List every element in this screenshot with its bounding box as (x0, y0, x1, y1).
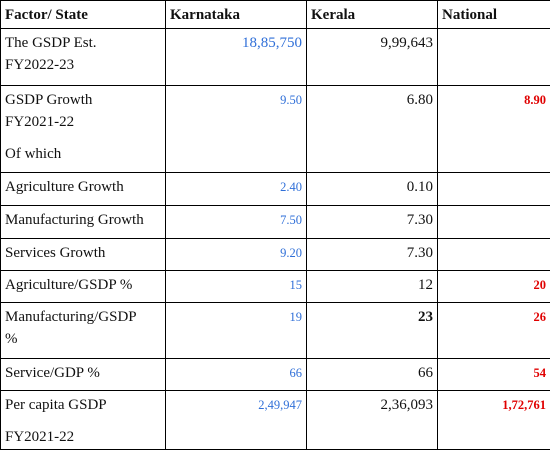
national-cell: 1,72,761 (438, 391, 550, 450)
karnataka-cell: 66 (166, 359, 307, 391)
factor-cell: Manufacturing/GSDP% (1, 303, 166, 359)
factor-text: Agriculture/GSDP % (5, 274, 161, 296)
kerala-cell: 9,99,643 (307, 29, 438, 86)
karnataka-cell: 9.20 (166, 239, 307, 271)
factor-text: Services Growth (5, 242, 161, 264)
karnataka-cell: 2,49,947 (166, 391, 307, 450)
kerala-cell: 66 (307, 359, 438, 391)
factor-text: Manufacturing Growth (5, 209, 161, 231)
factor-text: FY2021-22 (5, 111, 161, 133)
national-cell: 20 (438, 271, 550, 303)
kerala-cell: 7.30 (307, 206, 438, 239)
header-cell: Factor/ State (1, 1, 166, 29)
empty-cell (438, 239, 550, 271)
karnataka-cell: 7.50 (166, 206, 307, 239)
factor-text: Manufacturing/GSDP (5, 306, 161, 328)
factor-text: Service/GDP % (5, 362, 161, 384)
factor-cell: Per capita GSDP FY2021-22 (1, 391, 166, 450)
factor-cell: Services Growth (1, 239, 166, 271)
factor-text: Per capita GSDP (5, 394, 161, 416)
factor-text: GSDP Growth (5, 89, 161, 111)
header-cell: Karnataka (166, 1, 307, 29)
kerala-cell: 2,36,093 (307, 391, 438, 450)
karnataka-cell: 9.50 (166, 86, 307, 173)
empty-cell (438, 173, 550, 206)
kerala-cell: 7.30 (307, 239, 438, 271)
national-cell: 26 (438, 303, 550, 359)
factor-cell: Manufacturing Growth (1, 206, 166, 239)
empty-cell (438, 206, 550, 239)
factor-text: The GSDP Est. (5, 32, 161, 54)
empty-cell (438, 29, 550, 86)
kerala-cell: 23 (307, 303, 438, 359)
national-cell: 54 (438, 359, 550, 391)
header-cell: Kerala (307, 1, 438, 29)
factor-cell: The GSDP Est.FY2022-23 (1, 29, 166, 86)
karnataka-cell: 2.40 (166, 173, 307, 206)
factor-cell: Agriculture/GSDP % (1, 271, 166, 303)
factor-text: FY2022-23 (5, 54, 161, 76)
karnataka-cell: 19 (166, 303, 307, 359)
header-cell: National (438, 1, 550, 29)
factor-text: Of which (5, 143, 161, 165)
kerala-cell: 6.80 (307, 86, 438, 173)
factor-text: FY2021-22 (5, 426, 161, 448)
kerala-cell: 12 (307, 271, 438, 303)
factor-text: % (5, 328, 161, 350)
kerala-cell: 0.10 (307, 173, 438, 206)
karnataka-cell: 18,85,750 (166, 29, 307, 86)
national-cell: 8.90 (438, 86, 550, 173)
factor-text: Agriculture Growth (5, 176, 161, 198)
factor-cell: Service/GDP % (1, 359, 166, 391)
factor-cell: Agriculture Growth (1, 173, 166, 206)
karnataka-cell: 15 (166, 271, 307, 303)
